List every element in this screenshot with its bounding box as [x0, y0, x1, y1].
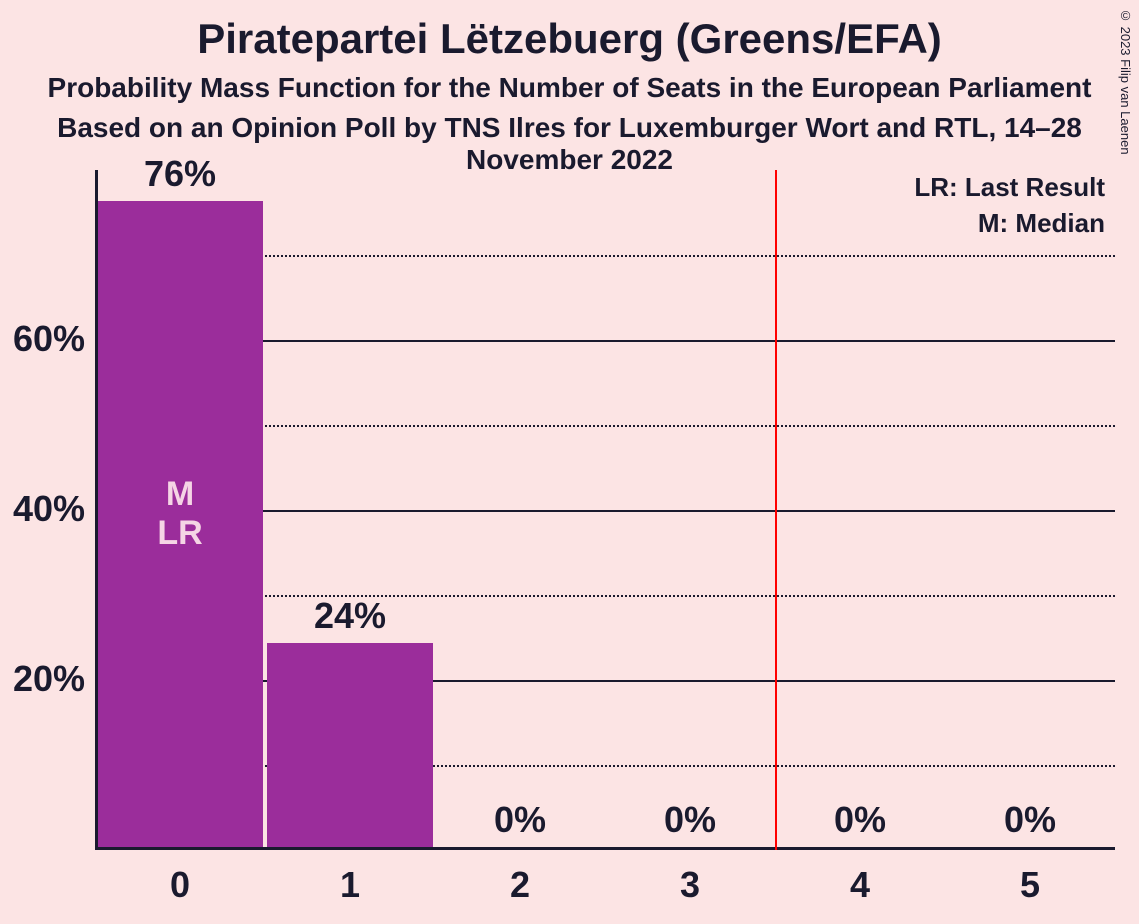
bar-value-label: 0% [605, 799, 775, 841]
bar-value-label: 0% [435, 799, 605, 841]
bar-inner-label: MLR [95, 475, 265, 553]
chart-plot-area: 76%24%0%0%0%0%MLR [95, 170, 1115, 850]
chart-title: Piratepartei Lëtzebuerg (Greens/EFA) [0, 15, 1139, 63]
x-tick-label: 0 [95, 864, 265, 906]
bar-value-label: 76% [95, 153, 265, 195]
y-tick-label: 40% [13, 488, 85, 530]
legend-last-result: LR: Last Result [914, 172, 1105, 203]
x-tick-label: 1 [265, 864, 435, 906]
legend-median: M: Median [978, 208, 1105, 239]
y-tick-label: 20% [13, 658, 85, 700]
y-tick-label: 60% [13, 318, 85, 360]
x-tick-label: 3 [605, 864, 775, 906]
bar-value-label: 0% [945, 799, 1115, 841]
copyright-text: © 2023 Filip van Laenen [1118, 8, 1133, 155]
bar-value-label: 24% [265, 595, 435, 637]
x-tick-label: 2 [435, 864, 605, 906]
threshold-line [775, 170, 777, 850]
bar-value-label: 0% [775, 799, 945, 841]
x-tick-label: 4 [775, 864, 945, 906]
chart-container: Piratepartei Lëtzebuerg (Greens/EFA) Pro… [0, 0, 1139, 924]
x-axis [95, 847, 1115, 850]
x-tick-label: 5 [945, 864, 1115, 906]
bar [267, 643, 434, 847]
chart-subtitle-1: Probability Mass Function for the Number… [0, 72, 1139, 104]
